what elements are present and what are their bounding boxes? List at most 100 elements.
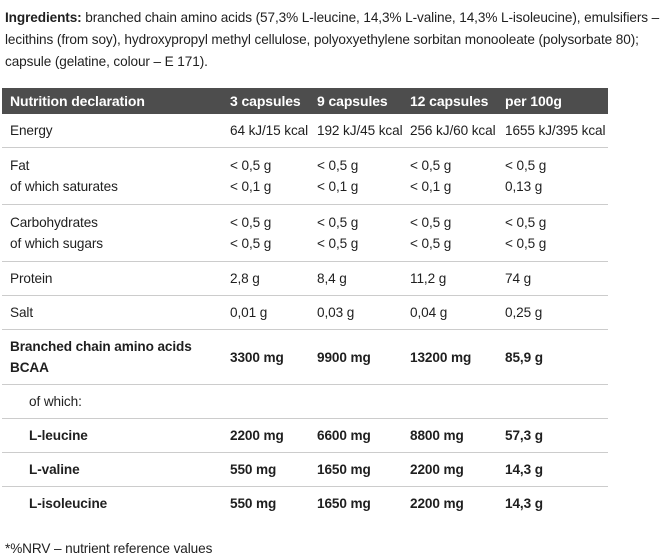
row-label-line: Carbohydrates — [10, 215, 98, 230]
row-value-line: < 0,1 g — [230, 179, 272, 194]
nrv-footnote: *%NRV – nutrient reference values — [5, 541, 213, 556]
row-value-line: 6600 mg — [317, 428, 371, 443]
column-header: 9 capsules — [317, 93, 388, 109]
row-value: 1650 mg — [317, 452, 410, 487]
row-value: 550 mg — [230, 487, 317, 521]
row-label: Salt — [2, 295, 230, 330]
row-value-line: 0,04 g — [410, 305, 448, 320]
row-label: Carbohydrates of which sugars — [2, 204, 230, 262]
row-value: 1650 mg — [317, 487, 410, 521]
row-value: 74 g — [505, 261, 608, 296]
row-value: < 0,5 g < 0,1 g — [410, 147, 505, 205]
row-value: < 0,5 g < 0,1 g — [317, 147, 410, 205]
row-value-line: 2200 mg — [230, 428, 284, 443]
table-row: Energy 64 kJ/15 kcal 192 kJ/45 kcal 256 kJ/… — [2, 114, 608, 148]
row-value-line: 2,8 g — [230, 271, 260, 286]
row-value: 2200 mg — [410, 452, 505, 487]
row-value-line: < 0,5 g — [410, 158, 452, 173]
row-value: 13200 mg — [410, 329, 505, 385]
row-value-line: 1655 kJ/395 kcal — [505, 123, 606, 138]
row-label-line: L-valine — [29, 462, 80, 477]
row-value: 8800 mg — [410, 418, 505, 453]
table-row: L-leucine 2200 mg 6600 mg 8800 mg 57,3 g — [2, 418, 608, 453]
ingredients-text: branched chain amino acids (57,3% L-leuc… — [5, 10, 660, 69]
row-label-line: of which: — [29, 394, 82, 409]
row-value-line: 1650 mg — [317, 462, 371, 477]
row-value-line: 8,4 g — [317, 271, 347, 286]
ingredients-label: Ingredients: — [5, 10, 82, 25]
row-value: 256 kJ/60 kcal — [410, 114, 505, 148]
row-label: Protein — [2, 261, 230, 296]
row-value: 2200 mg — [230, 418, 317, 453]
row-label-line: L-isoleucine — [29, 496, 108, 511]
table-row: Fat of which saturates < 0,5 g < 0,1 g < 0,5… — [2, 147, 608, 205]
row-value-line: 256 kJ/60 kcal — [410, 123, 496, 138]
row-value — [317, 384, 410, 419]
table-row: L-isoleucine 550 mg 1650 mg 2200 mg 14,3 g — [2, 487, 608, 521]
row-value: 3300 mg — [230, 329, 317, 385]
row-value-line: 11,2 g — [410, 271, 447, 286]
row-value-line: < 0,5 g — [317, 158, 359, 173]
row-label-line: Protein — [10, 271, 53, 286]
row-value-line — [410, 391, 505, 412]
row-label: Branched chain amino acids BCAA — [2, 329, 230, 385]
row-value: 192 kJ/45 kcal — [317, 114, 410, 148]
row-value: 1655 kJ/395 kcal — [505, 114, 608, 148]
row-label: Fat of which saturates — [2, 147, 230, 205]
row-value: 6600 mg — [317, 418, 410, 453]
row-value-line: 57,3 g — [505, 428, 543, 443]
row-value-line: 550 mg — [230, 496, 277, 511]
row-value-line: 0,01 g — [230, 305, 268, 320]
row-value: 11,2 g — [410, 261, 505, 296]
row-value-line: 74 g — [505, 271, 532, 286]
row-value: 57,3 g — [505, 418, 608, 453]
row-value-line: < 0,5 g — [230, 158, 272, 173]
row-label-line: Branched chain amino acids BCAA — [10, 339, 192, 375]
row-label-line: L-leucine — [29, 428, 88, 443]
row-value — [230, 384, 317, 419]
row-value-line: < 0,5 g — [410, 215, 452, 230]
row-value-line: 14,3 g — [505, 462, 543, 477]
row-value-line: 64 kJ/15 kcal — [230, 123, 309, 138]
row-value-line: < 0,5 g — [317, 215, 359, 230]
table-row: Protein 2,8 g 8,4 g 11,2 g 74 g — [2, 261, 608, 296]
row-value-line: < 0,5 g — [505, 236, 547, 251]
row-label: L-valine — [2, 452, 230, 487]
row-label-line: of which saturates — [10, 179, 118, 194]
row-value-line: < 0,5 g — [505, 158, 547, 173]
row-value: 2,8 g — [230, 261, 317, 296]
row-value-line — [505, 391, 608, 412]
table-row: of which: — [2, 384, 608, 419]
row-value — [505, 384, 608, 419]
row-value-line: 0,03 g — [317, 305, 355, 320]
table-row: Salt 0,01 g 0,03 g 0,04 g 0,25 g — [2, 295, 608, 330]
row-value: 0,03 g — [317, 295, 410, 330]
row-value: < 0,5 g < 0,5 g — [317, 204, 410, 262]
row-value-line: < 0,5 g — [317, 236, 359, 251]
row-value-line: 85,9 g — [505, 349, 543, 365]
row-value-line: 2200 mg — [410, 462, 464, 477]
row-value-line: 8800 mg — [410, 428, 464, 443]
row-value-line: 0,25 g — [505, 305, 543, 320]
row-value-line: < 0,5 g — [230, 215, 272, 230]
row-value-line: 3300 mg — [230, 349, 284, 365]
row-value-line: 2200 mg — [410, 496, 464, 511]
row-label: L-leucine — [2, 418, 230, 453]
nutrition-declaration-table: Nutrition declaration 3 capsules 9 capsule… — [2, 88, 608, 520]
row-value-line: 0,13 g — [505, 179, 543, 194]
row-value-line: < 0,5 g — [410, 236, 452, 251]
row-value: < 0,5 g < 0,5 g — [230, 204, 317, 262]
row-value-line: 192 kJ/45 kcal — [317, 123, 403, 138]
row-value: < 0,5 g 0,13 g — [505, 147, 608, 205]
row-label-line: of which sugars — [10, 236, 103, 251]
table-row: Carbohydrates of which sugars < 0,5 g < 0,5… — [2, 204, 608, 262]
table-row: Branched chain amino acids BCAA 3300 mg 99… — [2, 329, 608, 385]
row-value: 0,04 g — [410, 295, 505, 330]
row-value: 14,3 g — [505, 452, 608, 487]
row-value-line: 9900 mg — [317, 349, 371, 365]
row-label: L-isoleucine — [2, 487, 230, 521]
row-value-line: 550 mg — [230, 462, 277, 477]
row-label-line: Salt — [10, 305, 34, 320]
column-header: 3 capsules — [230, 93, 301, 109]
row-value: 8,4 g — [317, 261, 410, 296]
